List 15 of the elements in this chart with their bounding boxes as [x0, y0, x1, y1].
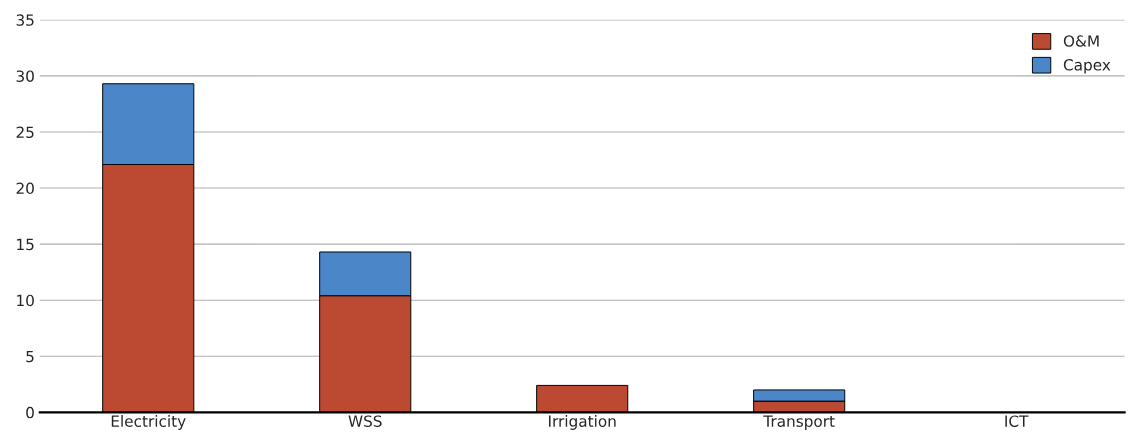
x-tick-label: ICT: [1005, 415, 1029, 427]
x-tick-label: Irrigation: [549, 415, 616, 430]
legend-label: Capex: [1063, 59, 1111, 74]
y-tick-label: 5: [26, 350, 34, 363]
y-tick-label: 25: [16, 126, 34, 139]
x-tick-label: Transport: [763, 415, 835, 430]
y-tick-label: 35: [16, 14, 34, 26]
x-tick-label: Electricity: [111, 415, 186, 430]
y-tick-label: 15: [17, 238, 34, 251]
x-tick-label: WSS: [348, 415, 382, 427]
y-tick-label: 0: [26, 406, 34, 419]
y-tick-label: 10: [17, 294, 34, 307]
legend-label: O&M: [1063, 35, 1099, 47]
y-tick-label: 20: [16, 182, 34, 195]
y-tick-label: 30: [16, 70, 34, 82]
